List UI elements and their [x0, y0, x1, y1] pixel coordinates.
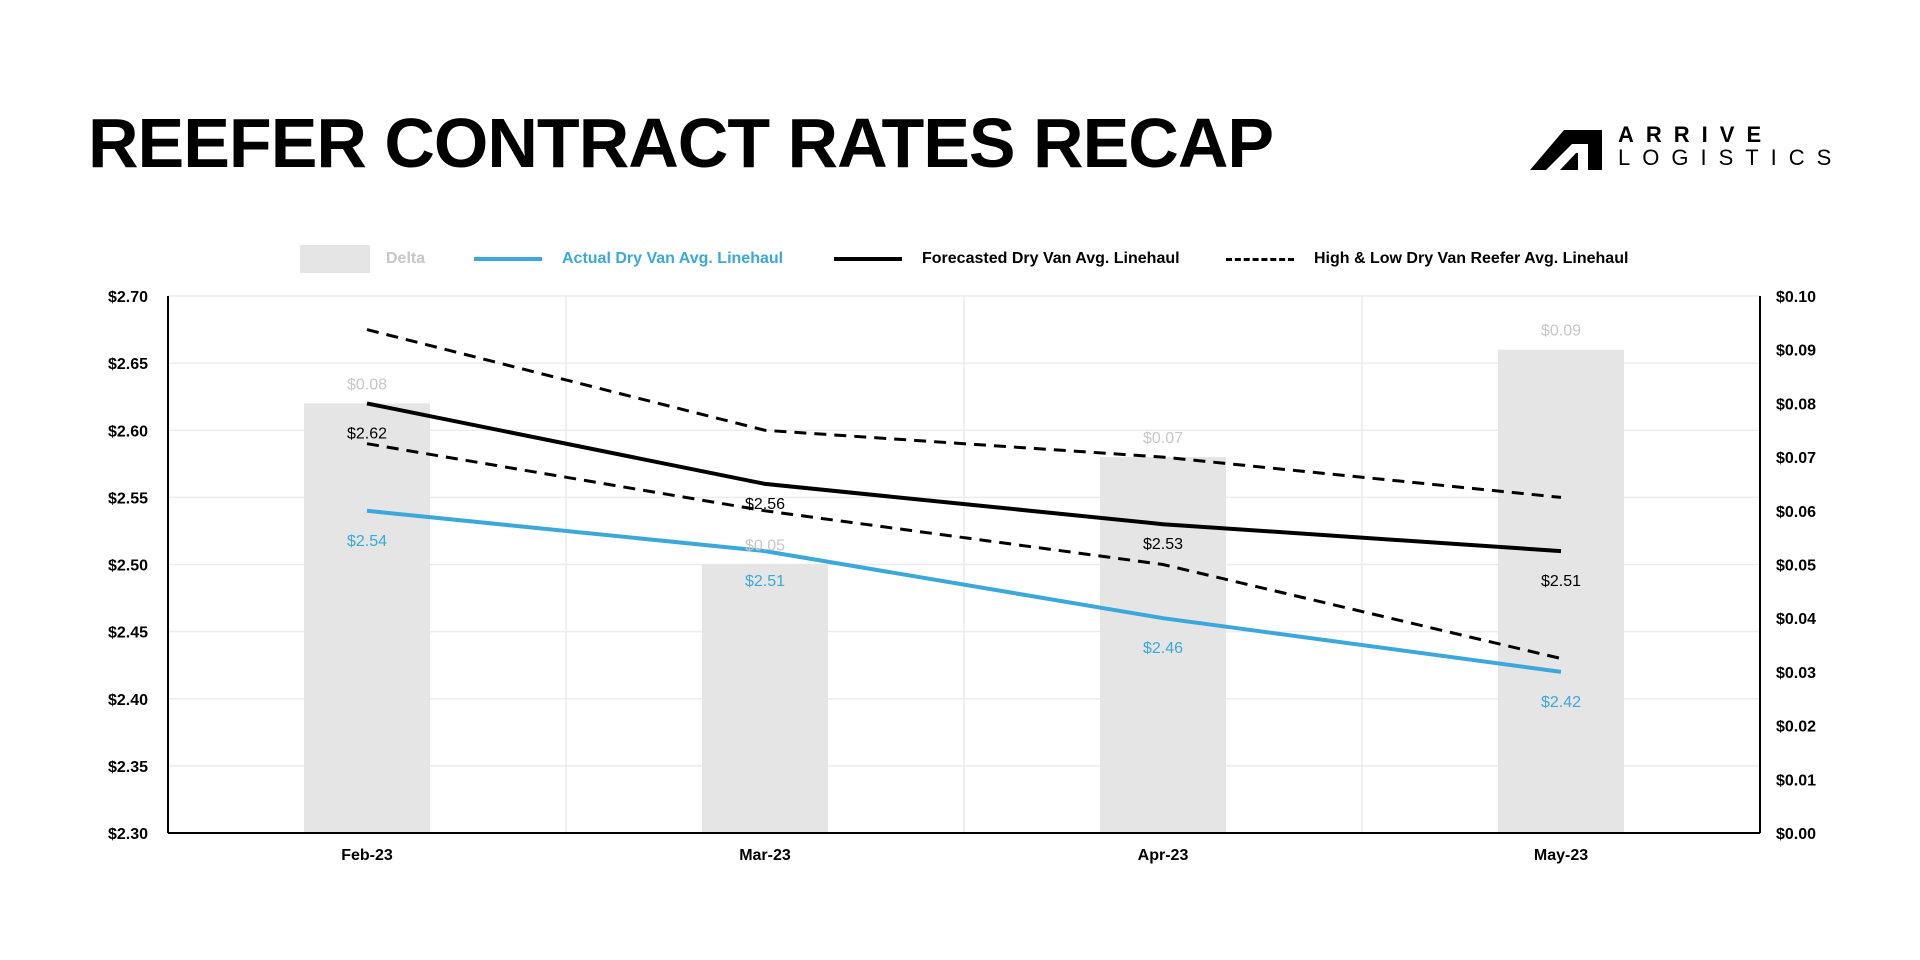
delta-bar: [304, 403, 430, 833]
logo-word-logistics: LOGISTICS: [1618, 145, 1844, 170]
y-right-tick-label: $0.04: [1776, 611, 1816, 628]
forecast-data-label: $2.53: [1143, 536, 1183, 553]
y-right-tick-label: $0.00: [1776, 826, 1816, 843]
y-right-tick-label: $0.06: [1776, 504, 1816, 521]
forecast-data-label: $2.56: [745, 496, 785, 513]
legend-label-forecast: Forecasted Dry Van Avg. Linehaul: [922, 250, 1180, 267]
y-left-tick-label: $2.45: [108, 625, 148, 642]
arrive-logistics-logo: ARRIVE LOGISTICS: [1530, 124, 1860, 174]
x-tick-label: Feb-23: [341, 847, 393, 864]
delta-bar: [702, 564, 828, 833]
logo-word-arrive: ARRIVE: [1618, 122, 1774, 147]
legend-item-delta: Delta: [300, 244, 425, 274]
y-left-tick-label: $2.30: [108, 826, 148, 843]
forecast-data-label: $2.62: [347, 425, 387, 442]
y-right-tick-label: $0.01: [1776, 772, 1816, 789]
legend-item-actual: Actual Dry Van Avg. Linehaul: [474, 244, 783, 274]
y-left-tick-label: $2.60: [108, 423, 148, 440]
legend-swatch-actual: [474, 257, 542, 261]
y-right-tick-label: $0.09: [1776, 343, 1816, 360]
actual-line: [366, 508, 1562, 674]
y-right-tick-label: $0.07: [1776, 450, 1816, 467]
y-right-tick-label: $0.03: [1776, 665, 1816, 682]
x-tick-label: Mar-23: [739, 847, 791, 864]
arrive-logo-icon: [1530, 130, 1602, 170]
chart-legend: Delta Actual Dry Van Avg. Linehaul Forec…: [0, 244, 1920, 274]
actual-data-label: $2.51: [745, 573, 785, 590]
delta-bar: [1498, 349, 1624, 833]
y-right-tick-label: $0.10: [1776, 289, 1816, 306]
delta-data-label: $0.09: [1541, 323, 1581, 340]
actual-data-label: $2.42: [1541, 694, 1581, 711]
delta-data-label: $0.08: [347, 376, 387, 393]
y-left-tick-label: $2.65: [108, 356, 148, 373]
y-left-tick-label: $2.40: [108, 692, 148, 709]
forecast-line: [366, 401, 1562, 554]
y-left-tick-label: $2.50: [108, 558, 148, 575]
legend-label-high-low: High & Low Dry Van Reefer Avg. Linehaul: [1314, 250, 1629, 267]
y-right-tick-label: $0.02: [1776, 719, 1816, 736]
x-tick-label: Apr-23: [1138, 847, 1189, 864]
forecast-data-label: $2.51: [1541, 573, 1581, 590]
y-left-tick-label: $2.55: [108, 490, 148, 507]
delta-data-label: $0.05: [745, 538, 785, 555]
y-right-tick-label: $0.08: [1776, 396, 1816, 413]
legend-item-forecast: Forecasted Dry Van Avg. Linehaul: [834, 244, 1180, 274]
delta-data-label: $0.07: [1143, 430, 1183, 447]
actual-data-label: $2.46: [1143, 640, 1183, 657]
legend-swatch-high-low: [1226, 257, 1294, 261]
y-left-tick-label: $2.70: [108, 289, 148, 306]
high-reefer-dashed-line: [366, 328, 1562, 499]
legend-swatch-delta: [300, 245, 370, 273]
legend-swatch-forecast: [834, 257, 902, 261]
x-tick-label: May-23: [1534, 847, 1588, 864]
legend-label-actual: Actual Dry Van Avg. Linehaul: [562, 250, 784, 267]
y-left-tick-label: $2.35: [108, 759, 148, 776]
actual-data-label: $2.54: [347, 533, 387, 550]
page-title: REEFER CONTRACT RATES RECAP: [88, 104, 1274, 182]
legend-label-delta: Delta: [386, 250, 426, 267]
legend-item-high-low: High & Low Dry Van Reefer Avg. Linehaul: [1226, 244, 1628, 274]
y-right-tick-label: $0.05: [1776, 558, 1816, 575]
low-reefer-dashed-line: [366, 442, 1562, 660]
